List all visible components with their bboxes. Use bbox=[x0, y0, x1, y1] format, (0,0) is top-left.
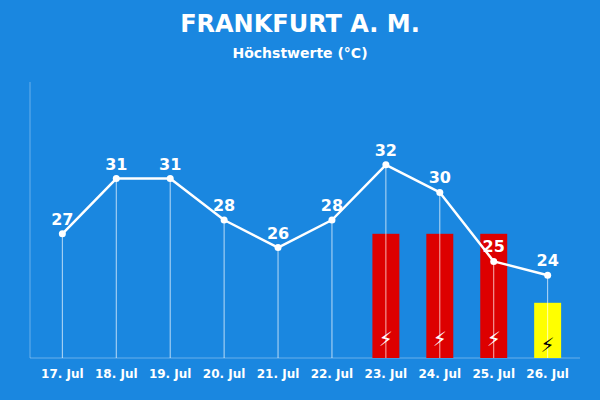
point bbox=[544, 272, 551, 279]
point bbox=[328, 217, 335, 224]
x-tick-label: 18. Jul bbox=[95, 367, 138, 381]
data-label: 28 bbox=[321, 196, 343, 215]
point bbox=[113, 175, 120, 182]
point bbox=[382, 161, 389, 168]
point bbox=[490, 258, 497, 265]
drop-line bbox=[116, 179, 117, 358]
x-tick-label: 19. Jul bbox=[149, 367, 192, 381]
alert-symbol: ⚡ bbox=[541, 333, 555, 357]
data-label: 31 bbox=[105, 155, 127, 174]
y-axis-line bbox=[30, 82, 31, 358]
x-tick-label: 20. Jul bbox=[203, 367, 246, 381]
alert-symbol: ⚡ bbox=[379, 327, 393, 351]
alert-symbol: ⚡ bbox=[433, 327, 447, 351]
drop-line bbox=[170, 179, 171, 358]
subtitle: Höchstwerte (°C) bbox=[232, 45, 367, 61]
alert-bar bbox=[480, 234, 507, 358]
drop-line bbox=[62, 234, 63, 358]
data-label: 25 bbox=[483, 237, 505, 256]
drop-line bbox=[224, 220, 225, 358]
drop-line bbox=[278, 248, 279, 358]
data-label: 31 bbox=[159, 155, 181, 174]
chart-container: FRANKFURT A. M.Höchstwerte (°C)273131282… bbox=[0, 0, 600, 400]
data-label: 30 bbox=[429, 168, 451, 187]
point bbox=[59, 230, 66, 237]
data-label: 32 bbox=[375, 141, 397, 160]
labels: 27 31 31 28 26 28 32 30 25 24 17. Jul 18. Jul 19. Ju… bbox=[41, 141, 569, 381]
point bbox=[436, 189, 443, 196]
data-label: 28 bbox=[213, 196, 235, 215]
x-tick-label: 21. Jul bbox=[257, 367, 300, 381]
alert-symbol: ⚡ bbox=[487, 327, 501, 351]
temperature-line bbox=[62, 165, 547, 275]
x-tick-label: 24. Jul bbox=[419, 367, 462, 381]
x-tick-label: 22. Jul bbox=[311, 367, 354, 381]
x-tick-label: 17. Jul bbox=[41, 367, 84, 381]
x-tick-label: 23. Jul bbox=[365, 367, 408, 381]
data-label: 26 bbox=[267, 224, 289, 243]
drop-line bbox=[331, 220, 332, 358]
x-tick-label: 26. Jul bbox=[526, 367, 569, 381]
chart: FRANKFURT A. M.Höchstwerte (°C)273131282… bbox=[0, 0, 600, 400]
x-tick-label: 25. Jul bbox=[472, 367, 515, 381]
plot-area bbox=[59, 161, 561, 358]
title: FRANKFURT A. M. bbox=[180, 10, 420, 38]
point bbox=[221, 217, 228, 224]
data-label: 24 bbox=[537, 251, 559, 270]
data-label: 27 bbox=[51, 210, 73, 229]
point bbox=[167, 175, 174, 182]
point bbox=[275, 244, 282, 251]
